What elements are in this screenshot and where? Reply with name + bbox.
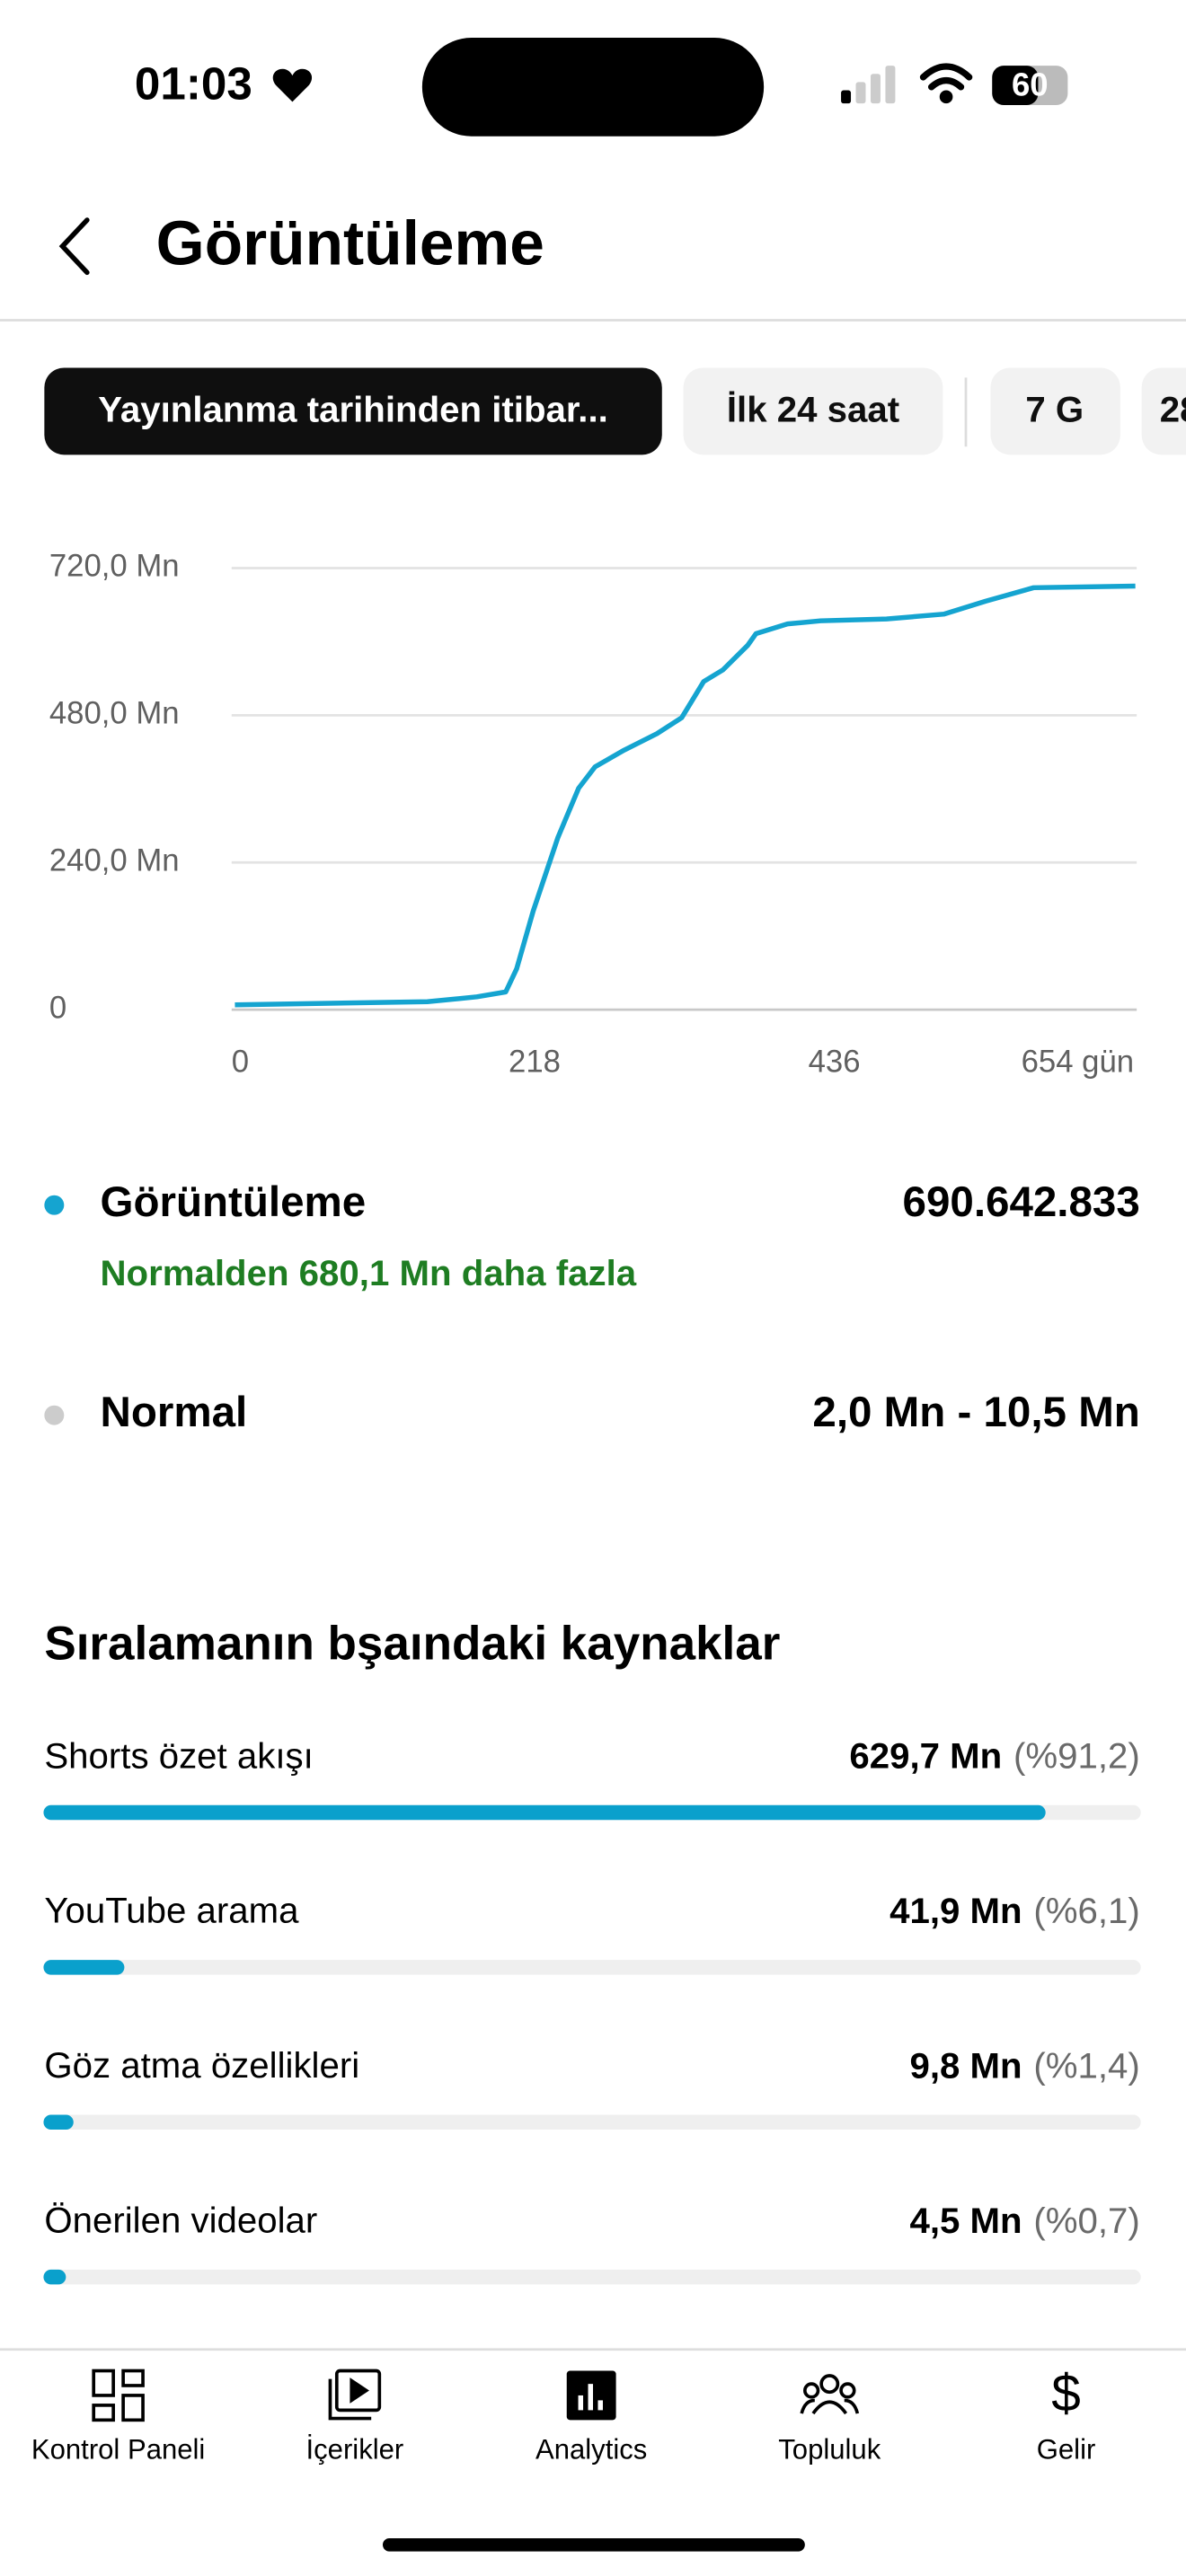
data-line — [235, 583, 1136, 1008]
page-title: Görüntüleme — [156, 207, 544, 278]
wifi-icon — [919, 63, 973, 104]
filter-chip[interactable] — [1141, 367, 1186, 455]
legend-dot — [44, 1195, 65, 1215]
nav-icon: $ — [1051, 2364, 1081, 2422]
source-name: Göz atma özellikleri — [44, 2045, 359, 2086]
nav-label[interactable]: Topluluk — [778, 2433, 881, 2465]
nav-icon — [800, 2374, 860, 2415]
nav-label[interactable]: İçerikler — [306, 2433, 404, 2465]
normal-range: 2,0 Mn - 10,5 Mn — [812, 1389, 1139, 1436]
legend-dot — [44, 1405, 65, 1425]
y-tick-label: 480,0 Mn — [49, 697, 180, 731]
heart-icon — [272, 68, 313, 102]
source-value: 41,9 Mn (%6,1) — [890, 1891, 1140, 1931]
nav-items: Kontrol Paneli İçerikler Analytics Topluluk… — [31, 2433, 1095, 2465]
section-title: Sıralamanın bşaındaki kaynaklar — [44, 1617, 780, 1670]
filter-chip[interactable] — [683, 367, 943, 455]
nav-label[interactable]: Kontrol Paneli — [31, 2433, 205, 2465]
battery-text: 60 — [1012, 66, 1049, 103]
x-tick-label: 654 gün — [1022, 1045, 1135, 1080]
sources-list: Shorts özet akışı 629,7 Mn (%91,2) YouTube … — [43, 1735, 1141, 2285]
source-share: (%1,4) — [1033, 2045, 1139, 2086]
source-share: (%6,1) — [1033, 1891, 1139, 1931]
x-tick-label: 436 — [809, 1045, 861, 1080]
source-value: 629,7 Mn (%91,2) — [849, 1735, 1139, 1776]
source-name: YouTube arama — [44, 1891, 299, 1931]
filter-chip-label: 28 G — [1160, 389, 1186, 429]
y-tick-label: 240,0 Mn — [49, 843, 180, 878]
source-views: 4,5 Mn — [909, 2200, 1022, 2240]
source-value: 4,5 Mn (%0,7) — [909, 2200, 1139, 2240]
y-tick-label: 0 — [49, 991, 66, 1025]
source-share: (%0,7) — [1033, 2200, 1139, 2240]
nav-icon — [92, 2369, 145, 2422]
filter-chip-label: 7 G — [1025, 389, 1084, 429]
nav-icon — [566, 2370, 616, 2421]
source-name: Önerilen videolar — [44, 2200, 317, 2240]
normal-label: Normal — [101, 1389, 248, 1436]
nav-icon — [328, 2369, 382, 2421]
back-button[interactable] — [58, 217, 90, 276]
total-value: 690.642.833 — [903, 1178, 1140, 1226]
x-tick-label: 218 — [509, 1045, 561, 1080]
signal-icon — [841, 66, 896, 104]
battery-level — [992, 66, 1039, 105]
nav-label[interactable]: Analytics — [535, 2433, 647, 2465]
filter-chip-label: Yayınlanma tarihinden itibar... — [98, 389, 608, 429]
source-share: (%91,2) — [1013, 1735, 1140, 1776]
status-time: 01:03 — [135, 57, 252, 109]
filter-chip[interactable] — [44, 367, 662, 455]
source-views: 41,9 Mn — [890, 1891, 1022, 1931]
source-value: 9,8 Mn (%1,4) — [909, 2045, 1139, 2086]
filter-chip-label: İlk 24 saat — [727, 389, 899, 429]
legend-label: Görüntüleme — [101, 1178, 367, 1226]
filter-chip[interactable] — [990, 367, 1120, 455]
chart: 0 240,0 Mn 480,0 Mn 720,0 Mn 0 218 436 654 gün — [49, 550, 1137, 1080]
source-views: 629,7 Mn — [849, 1735, 1002, 1776]
nav-label[interactable]: Gelir — [1037, 2433, 1096, 2465]
comparison-text: Normalden 680,1 Mn daha fazla — [101, 1253, 637, 1293]
y-tick-label: 720,0 Mn — [49, 550, 180, 584]
source-name: Shorts özet akışı — [44, 1735, 313, 1776]
x-tick-label: 0 — [232, 1045, 249, 1080]
dynamic-island — [421, 38, 765, 137]
source-views: 9,8 Mn — [909, 2045, 1022, 2086]
home-indicator — [382, 2537, 805, 2552]
